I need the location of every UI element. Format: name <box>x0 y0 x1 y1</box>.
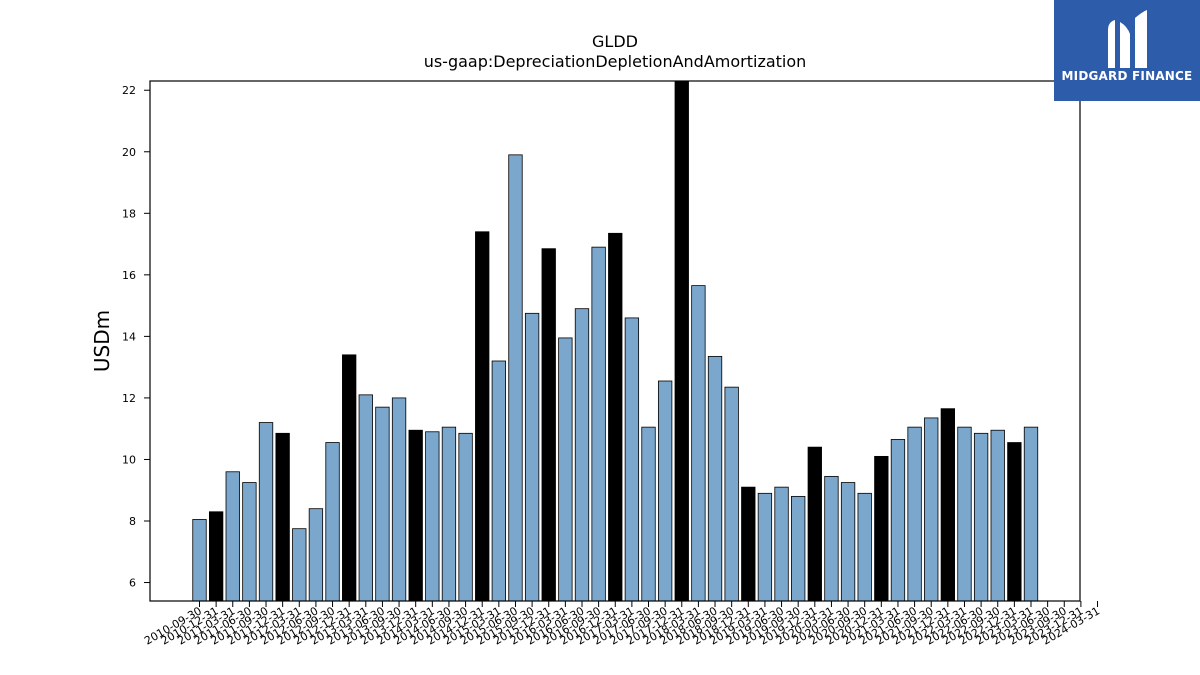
bar-2017-12-31 <box>674 80 689 602</box>
bar-2012-06-30 <box>308 508 324 602</box>
y-tick-label: 8 <box>129 515 136 528</box>
bar-2011-03-31 <box>225 471 240 602</box>
bar-2014-06-30 <box>441 426 457 602</box>
bar-2018-09-30 <box>724 386 739 602</box>
chart-subtitle: us-gaap:DepreciationDepletionAndAmortiza… <box>423 52 807 71</box>
bar-2011-12-31 <box>275 432 290 602</box>
bar-2022-09-30 <box>990 429 1005 602</box>
bar-2021-06-30 <box>907 426 922 602</box>
y-tick-label: 22 <box>122 84 136 97</box>
bar-2016-03-31 <box>558 337 573 602</box>
bar-2016-06-30 <box>574 308 590 602</box>
bar-2019-03-31 <box>757 492 773 602</box>
bar-2015-06-30 <box>508 154 523 602</box>
bar-2012-12-31 <box>342 354 357 602</box>
bar-2016-09-30 <box>591 246 606 602</box>
bar-2018-06-30 <box>707 355 723 602</box>
bar-2015-03-31 <box>491 360 506 602</box>
y-tick-label: 20 <box>122 146 136 159</box>
y-tick-label: 12 <box>122 392 136 405</box>
chart-title: GLDD <box>592 32 638 51</box>
bar-2022-03-31 <box>957 426 972 602</box>
bar-2018-12-31 <box>741 486 756 602</box>
bar-2014-03-31 <box>425 431 440 602</box>
bar-2014-09-30 <box>458 432 473 602</box>
bar-2012-03-31 <box>292 528 307 602</box>
bar-2018-03-31 <box>691 285 706 602</box>
bar-2012-09-30 <box>325 442 340 602</box>
bar-2017-06-30 <box>641 426 656 602</box>
bar-2019-06-30 <box>774 486 789 602</box>
bar-2017-09-30 <box>657 380 673 602</box>
bar-2016-12-31 <box>608 232 623 602</box>
bar-2021-03-31 <box>890 439 906 602</box>
y-tick-label: 18 <box>122 207 136 220</box>
bar-2020-09-30 <box>857 492 872 602</box>
bar-2010-12-31 <box>208 511 224 602</box>
bar-2020-03-31 <box>824 475 839 602</box>
brand-logo: MIDGARD FINANCE <box>1054 0 1200 101</box>
y-tick-label: 16 <box>122 269 136 282</box>
bar-2011-09-30 <box>258 422 274 602</box>
bar-2013-03-31 <box>358 394 373 602</box>
bar-2015-09-30 <box>524 312 540 602</box>
y-tick-label: 10 <box>122 453 136 466</box>
bar-2021-12-31 <box>940 408 955 602</box>
y-tick-label: 6 <box>129 577 136 590</box>
bar-2020-06-30 <box>840 482 856 602</box>
bar-2010-09-30 <box>192 519 207 602</box>
plot-frame <box>149 80 1081 602</box>
bar-2019-09-30 <box>791 495 806 602</box>
logo-text: MIDGARD FINANCE <box>1061 69 1193 83</box>
bar-2013-06-30 <box>375 406 390 602</box>
bar-2020-12-31 <box>874 455 889 602</box>
bar-2019-12-31 <box>807 446 822 602</box>
bar-2023-03-31 <box>1023 426 1039 602</box>
bar-2013-09-30 <box>391 397 407 602</box>
bar-2013-12-31 <box>408 429 423 602</box>
bar-series <box>192 80 1039 602</box>
y-axis-label: USDm <box>90 310 114 372</box>
bar-2011-06-30 <box>242 482 257 602</box>
bar-2015-12-31 <box>541 248 556 602</box>
bar-2021-09-30 <box>924 417 939 602</box>
bar-2017-03-31 <box>624 317 640 602</box>
x-axis-ticks: 2010-09-302010-12-312011-03-312011-06-30… <box>142 601 1102 648</box>
y-tick-label: 14 <box>122 330 136 343</box>
bar-2014-12-31 <box>475 231 490 602</box>
bar-2022-12-31 <box>1007 442 1022 602</box>
y-axis-ticks: 6 8 10 12 14 16 18 20 22 <box>122 84 150 590</box>
midgard-logo-icon <box>1108 10 1147 68</box>
bar-2022-06-30 <box>973 432 989 602</box>
